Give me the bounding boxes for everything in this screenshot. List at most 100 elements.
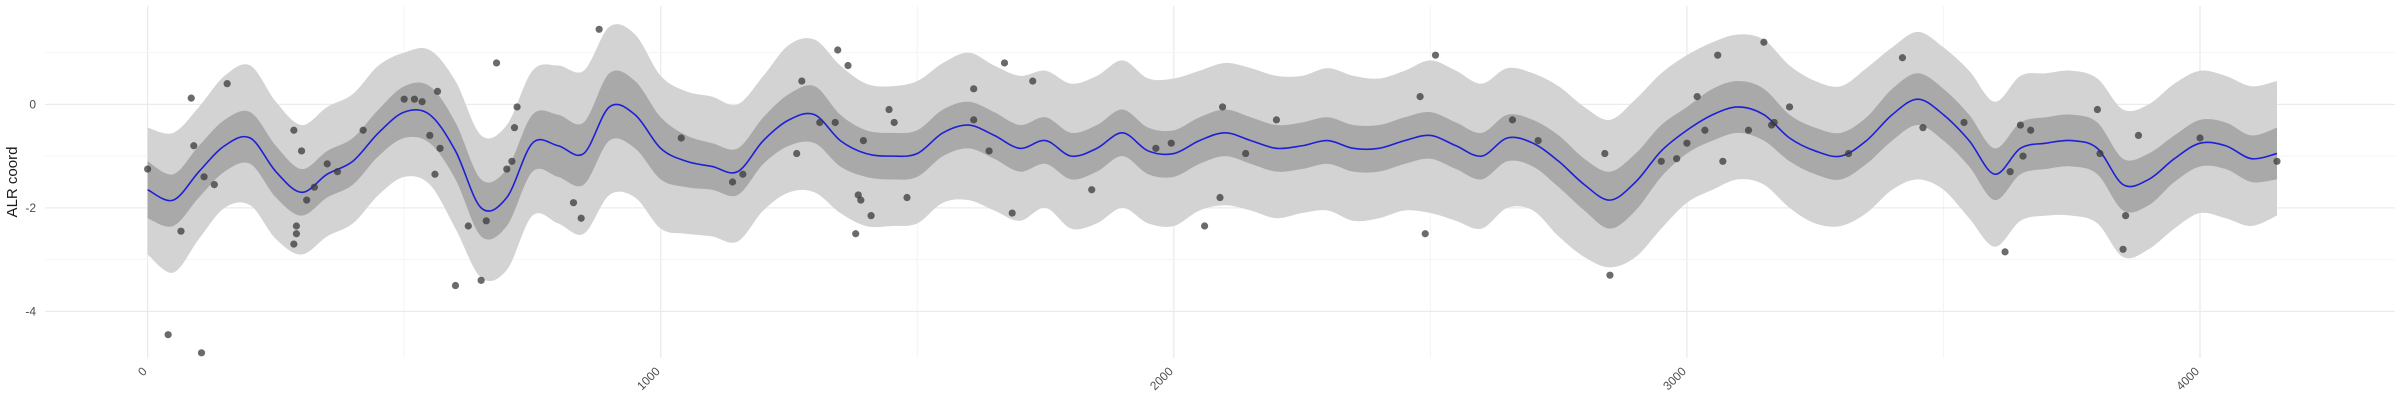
observation-point bbox=[410, 95, 419, 103]
observation-point bbox=[970, 85, 978, 93]
observation-point bbox=[1508, 116, 1517, 124]
mean-curve bbox=[147, 98, 2278, 212]
observation-point bbox=[436, 144, 444, 152]
observation-point bbox=[2196, 134, 2204, 142]
observation-point bbox=[1152, 144, 1160, 152]
observation-point bbox=[2001, 248, 2009, 256]
observation-point bbox=[451, 281, 460, 290]
observation-point bbox=[739, 170, 747, 178]
observation-point bbox=[187, 94, 195, 102]
observation-point bbox=[1714, 51, 1722, 59]
observation-point bbox=[1008, 209, 1016, 217]
observation-point bbox=[1693, 92, 1701, 101]
observation-point bbox=[426, 131, 434, 140]
observation-point bbox=[418, 98, 426, 106]
observation-point bbox=[1657, 157, 1665, 165]
observation-point bbox=[903, 193, 911, 202]
observation-point bbox=[2122, 212, 2130, 220]
observation-point bbox=[985, 147, 993, 155]
observation-point bbox=[2027, 126, 2035, 134]
observation-point bbox=[831, 118, 839, 127]
observation-point bbox=[1760, 38, 1768, 46]
observation-point bbox=[1673, 155, 1681, 163]
observation-point bbox=[290, 126, 298, 134]
observation-point bbox=[595, 25, 603, 33]
observation-point bbox=[2273, 157, 2281, 165]
y-tick-label: -2 bbox=[25, 201, 36, 215]
observation-point bbox=[1088, 186, 1096, 194]
observation-point bbox=[1218, 103, 1227, 111]
y-axis-title: ALR coord bbox=[4, 147, 21, 218]
observation-point bbox=[297, 147, 306, 155]
y-tick-label: 0 bbox=[29, 97, 36, 111]
observation-point bbox=[834, 46, 842, 54]
mean-curve-layer bbox=[147, 98, 2278, 212]
observation-point bbox=[292, 230, 301, 238]
observation-point bbox=[1201, 222, 1209, 230]
observation-point bbox=[1167, 139, 1175, 147]
observation-point bbox=[433, 87, 442, 96]
observation-point bbox=[970, 116, 978, 124]
observation-point bbox=[2134, 131, 2143, 140]
observation-point bbox=[2096, 149, 2104, 158]
observation-point bbox=[798, 77, 806, 85]
y-tick-label: -4 bbox=[25, 304, 36, 318]
observation-point bbox=[508, 157, 516, 165]
observation-point bbox=[210, 180, 218, 189]
observation-point bbox=[400, 95, 408, 103]
observation-point bbox=[323, 160, 331, 168]
observation-point bbox=[1919, 124, 1927, 132]
observation-point bbox=[816, 118, 824, 127]
observation-point bbox=[2093, 105, 2102, 114]
observation-point bbox=[793, 149, 801, 158]
observation-point bbox=[164, 331, 172, 339]
observation-point bbox=[1421, 230, 1429, 238]
observation-point bbox=[728, 178, 737, 186]
observation-point bbox=[431, 170, 439, 178]
observation-points bbox=[144, 25, 2281, 357]
observation-point bbox=[857, 196, 865, 204]
observation-point bbox=[1534, 136, 1542, 145]
observation-point bbox=[310, 183, 318, 191]
observation-point bbox=[885, 105, 893, 114]
observation-point bbox=[292, 222, 301, 230]
observation-point bbox=[569, 199, 578, 207]
observation-point bbox=[1898, 54, 1907, 62]
observation-point bbox=[2119, 245, 2127, 253]
observation-point bbox=[677, 134, 685, 142]
observation-point bbox=[333, 168, 342, 176]
observation-point bbox=[290, 240, 298, 248]
observation-point bbox=[197, 349, 206, 357]
observation-point bbox=[482, 217, 490, 225]
observation-point bbox=[1719, 157, 1727, 165]
observation-point bbox=[144, 165, 152, 173]
observation-point bbox=[2019, 152, 2027, 160]
observation-point bbox=[577, 214, 585, 222]
observation-point bbox=[303, 196, 311, 204]
observation-point bbox=[510, 124, 519, 132]
observation-point bbox=[464, 222, 472, 230]
observation-point bbox=[1242, 149, 1250, 158]
observation-point bbox=[1785, 103, 1794, 111]
observation-point bbox=[1029, 77, 1037, 85]
observation-point bbox=[867, 212, 875, 220]
observation-point bbox=[852, 230, 860, 238]
observation-point bbox=[477, 276, 485, 284]
observation-point bbox=[1272, 116, 1281, 124]
observation-point bbox=[859, 136, 867, 145]
inner-credible-band bbox=[147, 70, 2277, 240]
observation-point bbox=[513, 103, 521, 111]
observation-point bbox=[1683, 139, 1691, 147]
observation-point bbox=[190, 142, 198, 150]
observation-point bbox=[890, 118, 898, 127]
observation-point bbox=[1960, 118, 1968, 127]
y-axis-ticks: 0 -2 -4 bbox=[25, 97, 36, 318]
observation-point bbox=[177, 227, 185, 235]
observation-point bbox=[200, 173, 208, 181]
observation-point bbox=[223, 80, 231, 88]
observation-point bbox=[2016, 121, 2025, 129]
observation-point bbox=[844, 61, 852, 70]
observation-point bbox=[2006, 168, 2014, 176]
observation-point bbox=[503, 165, 511, 173]
observation-point bbox=[1744, 126, 1753, 134]
